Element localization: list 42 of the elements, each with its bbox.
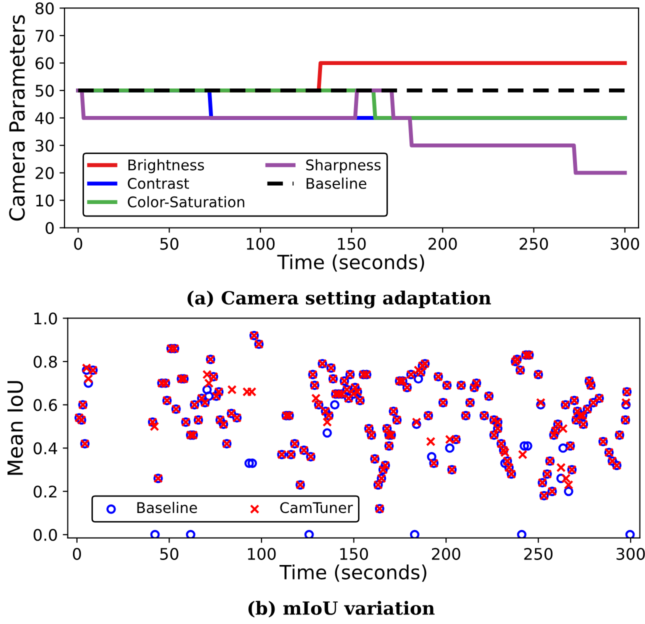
y-tick-label: 1.0 bbox=[34, 312, 57, 325]
legend-label: Baseline bbox=[137, 502, 197, 514]
x-tick-label: 50 bbox=[160, 548, 178, 560]
x-tick-label: 100 bbox=[246, 238, 275, 250]
legend-label: Color-Saturation bbox=[128, 196, 244, 208]
x-tick-label: 150 bbox=[340, 548, 368, 560]
x-tick-label: 0 bbox=[72, 548, 81, 560]
x-tick-label: 300 bbox=[610, 238, 640, 250]
legend-label: Baseline bbox=[306, 178, 366, 189]
text: (a) Camera setting adaptation bbox=[188, 290, 491, 308]
y-tick-label: 0.4 bbox=[34, 442, 58, 454]
x-tick-label: 150 bbox=[338, 238, 366, 250]
y-tick-label: 0.2 bbox=[34, 486, 56, 498]
legend-label: Brightness bbox=[128, 159, 204, 174]
text: (b) mIoU variation bbox=[248, 600, 435, 618]
y-tick-label: 30 bbox=[36, 140, 54, 152]
x-tick-label: 100 bbox=[248, 548, 276, 560]
y-tick-label: 20 bbox=[36, 167, 54, 180]
y-tick-label: 70 bbox=[36, 30, 54, 42]
y-tick-label: 50 bbox=[36, 84, 54, 97]
x-axis-title: Time (seconds) bbox=[280, 564, 426, 582]
y-tick-label: 0.6 bbox=[34, 399, 57, 412]
y-tick-label: 40 bbox=[35, 112, 54, 124]
x-tick-label: 50 bbox=[160, 238, 178, 250]
y-tick-label: 0.8 bbox=[34, 356, 57, 368]
x-tick-label: 200 bbox=[432, 548, 460, 560]
y-axis-title: Mean IoU bbox=[8, 381, 24, 475]
y-tick-label: 0.0 bbox=[34, 528, 57, 541]
x-tick-label: 250 bbox=[524, 548, 553, 560]
y-tick-label: 60 bbox=[36, 57, 54, 70]
x-tick-label: 0 bbox=[74, 238, 82, 250]
x-axis-title: Time (seconds) bbox=[277, 254, 424, 272]
y-tick-label: 80 bbox=[36, 2, 54, 14]
x-tick-label: 200 bbox=[428, 238, 457, 250]
legend-label: CamTuner bbox=[280, 502, 353, 514]
legend-label: Contrast bbox=[128, 178, 189, 189]
y-tick-label: 0 bbox=[46, 222, 54, 234]
x-tick-label: 250 bbox=[520, 238, 548, 250]
legend-label: Sharpness bbox=[306, 159, 381, 174]
x-tick-label: 300 bbox=[616, 548, 645, 560]
y-axis-title: Camera Parameters bbox=[9, 15, 25, 221]
y-tick-label: 10 bbox=[36, 194, 54, 207]
